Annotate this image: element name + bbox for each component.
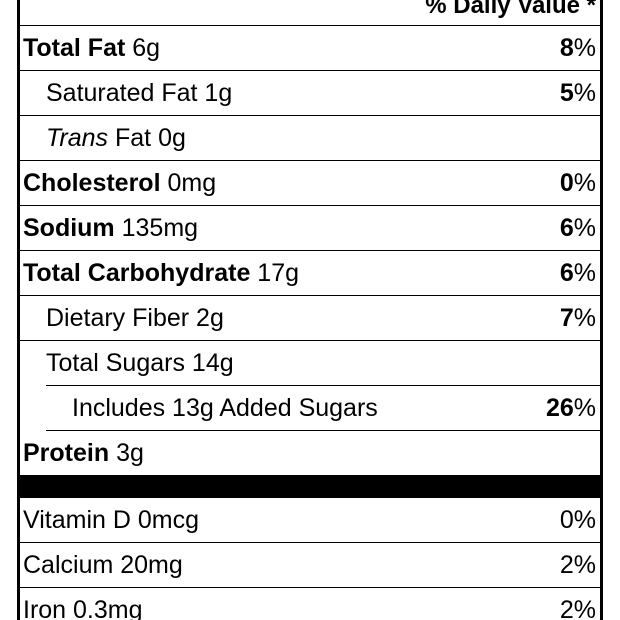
- nutrient-name: Total Sugars 14g: [46, 349, 234, 377]
- vitamin-row-calcium: Calcium 20mg 2%: [20, 543, 600, 588]
- nutrient-name: Dietary Fiber 2g: [46, 303, 224, 332]
- nutrient-row-total-carbohydrate: Total Carbohydrate 17g 6%: [20, 251, 600, 296]
- nutrient-daily-value: 7%: [559, 303, 596, 332]
- nutrient-row-dietary-fiber: Dietary Fiber 2g 7%: [20, 296, 600, 341]
- nutrient-daily-value: 6%: [559, 258, 596, 287]
- vitamin-daily-value: 2%: [559, 550, 596, 579]
- nutrient-row-sodium: Sodium 135mg 6%: [20, 206, 600, 251]
- nutrient-daily-value: 26%: [545, 393, 596, 422]
- thick-divider-bar: [20, 475, 600, 498]
- vitamin-daily-value: 0%: [559, 505, 596, 534]
- nutrient-name: Sodium 135mg: [23, 213, 199, 242]
- vitamin-name: Vitamin D 0mcg: [23, 505, 199, 534]
- nutrient-daily-value: 6%: [559, 213, 596, 242]
- nutrition-facts-panel: % Daily Value * Total Fat 6g 8% Saturate…: [17, 0, 603, 620]
- nutrient-name: Total Carbohydrate 17g: [23, 258, 300, 287]
- vitamin-daily-value: 2%: [559, 596, 596, 620]
- nutrient-row-total-sugars: Total Sugars 14g: [20, 341, 600, 386]
- nutrient-row-protein: Protein 3g: [20, 431, 600, 475]
- nutrient-daily-value: 8%: [559, 33, 596, 62]
- nutrient-name: Total Fat 6g: [23, 33, 161, 62]
- nutrient-name: Trans Fat 0g: [46, 123, 186, 152]
- vitamin-name: Calcium 20mg: [23, 550, 183, 579]
- nutrient-name: Protein 3g: [23, 438, 144, 467]
- vitamin-name: Iron 0.3mg: [23, 596, 143, 620]
- vitamin-row-iron: Iron 0.3mg 2%: [20, 588, 600, 620]
- nutrient-row-added-sugars: Includes 13g Added Sugars 26%: [46, 386, 600, 431]
- nutrient-row-total-fat: Total Fat 6g 8%: [20, 26, 600, 71]
- nutrient-row-cholesterol: Cholesterol 0mg 0%: [20, 161, 600, 206]
- sugars-divider: [46, 385, 600, 386]
- nutrient-daily-value: 5%: [559, 78, 596, 107]
- nutrient-name: Includes 13g Added Sugars: [72, 393, 378, 422]
- nutrient-row-trans-fat: Trans Fat 0g: [20, 116, 600, 161]
- nutrient-row-saturated-fat: Saturated Fat 1g 5%: [20, 71, 600, 116]
- nutrient-name: Cholesterol 0mg: [23, 168, 217, 197]
- nutrient-name: Saturated Fat 1g: [46, 78, 233, 107]
- daily-value-header: % Daily Value *: [20, 0, 600, 26]
- nutrient-daily-value: 0%: [559, 168, 596, 197]
- vitamin-row-vitamin-d: Vitamin D 0mcg 0%: [20, 498, 600, 543]
